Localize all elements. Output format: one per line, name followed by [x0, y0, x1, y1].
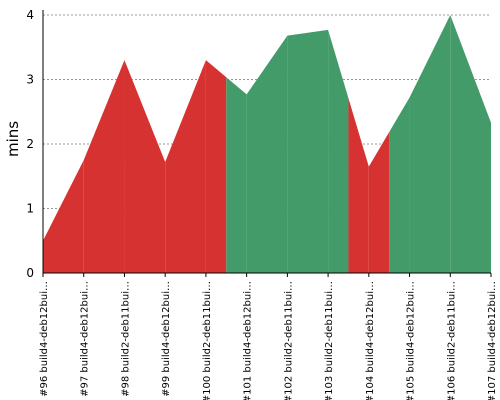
area-segment-fail	[43, 160, 84, 273]
area-segments	[43, 15, 491, 274]
y-tick-label: 3	[26, 73, 34, 87]
x-tick-labels: #96 build4-deb12bui… #97 build4-deb12bui……	[39, 281, 498, 400]
area-segment-pass	[389, 97, 410, 273]
area-segment-fail	[83, 60, 125, 274]
area-segment-pass	[450, 15, 491, 273]
area-segment-pass	[226, 77, 247, 274]
y-tick-labels: 0 1 2 3 4	[26, 8, 34, 280]
area-segment-pass	[409, 15, 451, 273]
x-tick-label: #97 build4-deb12bui…	[80, 281, 91, 397]
axes	[42, 10, 492, 277]
x-tick-label: #107 build4-deb12bui…	[487, 281, 498, 400]
x-tick-label: #102 build2-deb11bui…	[283, 281, 294, 400]
area-segment-fail	[205, 60, 227, 274]
x-tick-label: #99 build4-deb12bui…	[161, 281, 172, 397]
x-tick-label: #96 build4-deb12bui…	[39, 281, 50, 397]
y-tick-label: 1	[26, 202, 34, 216]
area-segment-fail	[348, 98, 369, 273]
x-tick-label: #100 build2-deb11bui…	[202, 281, 213, 400]
y-tick-label: 2	[26, 137, 34, 151]
x-tick-label: #104 build4-deb12bui…	[365, 281, 376, 400]
x-tick-label: #103 build2-deb11bui…	[324, 281, 335, 400]
area-segment-fail	[124, 60, 166, 274]
x-tick-label: #105 build4-deb12bui…	[406, 281, 417, 400]
area-segment-pass	[246, 35, 288, 273]
y-tick-label: 0	[26, 266, 34, 280]
area-segment-fail	[165, 60, 206, 274]
x-tick-label: #98 build2-deb11bui…	[120, 281, 131, 397]
y-tick-label: 4	[26, 8, 34, 22]
x-tick-label: #106 build2-deb11bui…	[446, 281, 457, 400]
area-segment-fail	[368, 132, 390, 273]
area-segment-pass	[287, 29, 329, 274]
area-segment-pass	[328, 29, 349, 274]
x-tick-label: #101 build4-deb12bui…	[243, 281, 254, 400]
y-axis-label: mins	[4, 121, 22, 157]
